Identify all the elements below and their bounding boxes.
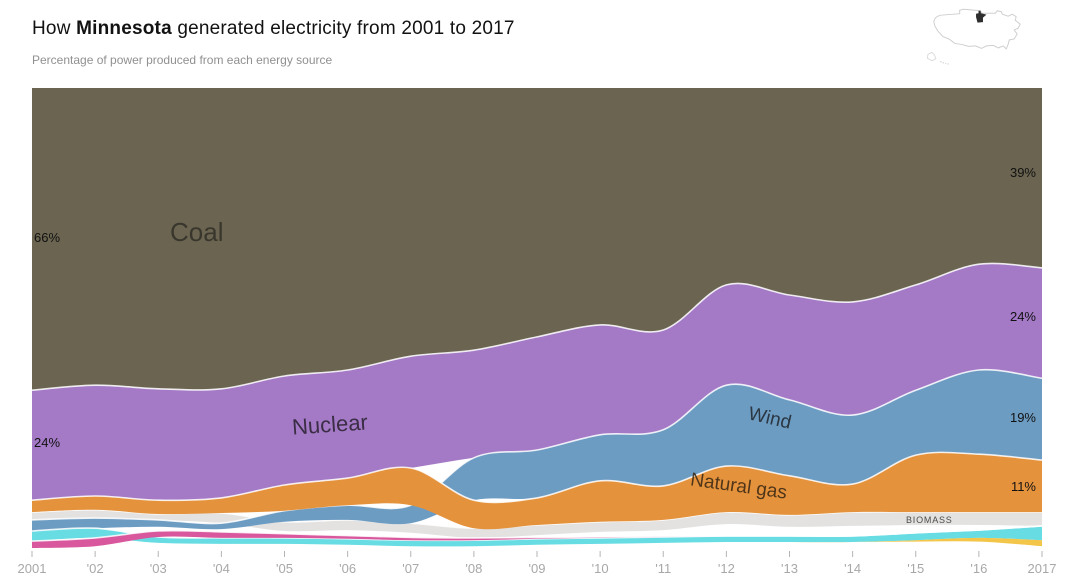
chart-title: How Minnesota generated electricity from… [32, 18, 515, 40]
area-unlabeled-pink-top-edge [31, 525, 1043, 542]
area-wind-top-edge [31, 368, 1043, 525]
area-natural-gas-top-edge [31, 451, 1043, 504]
area-unlabeled-teal [32, 525, 1042, 547]
area-unlabeled-pink [32, 525, 1042, 548]
biomass-area-label: BIOMASS [906, 515, 953, 525]
us-outline [933, 8, 1021, 50]
x-axis-tick-label: '15 [907, 561, 925, 576]
wind-end-value-label: 19% [1009, 410, 1036, 425]
x-axis-tick-label: '04 [212, 561, 230, 576]
x-axis-tick-label: '14 [844, 561, 862, 576]
chart-title-suffix: generated electricity from 2001 to 2017 [171, 18, 515, 39]
chart-title-state: Minnesota [76, 18, 172, 39]
x-axis-tick-label: '05 [276, 561, 293, 576]
area-natural-gas [32, 452, 1042, 530]
x-axis-tick-label: '09 [528, 561, 546, 576]
us-map-icon [927, 8, 1021, 65]
x-axis-tick-label: '16 [970, 561, 988, 576]
x-axis-tick-label: '02 [86, 561, 104, 576]
nuclear-end-value-label: 24% [1009, 309, 1036, 324]
nuclear-area-label: Nuclear [291, 409, 369, 440]
coal-area-label: Coal [170, 217, 224, 247]
area-coal [32, 88, 1042, 391]
minnesota-shape-icon [976, 10, 987, 23]
x-axis-tick-label: '07 [402, 561, 420, 576]
x-axis-ticks [31, 551, 1043, 557]
nuclear-start-value-label: 24% [34, 435, 61, 450]
chart-subtitle: Percentage of power produced from each e… [32, 53, 333, 67]
x-axis-tick-label: 2017 [1027, 561, 1057, 576]
coal-end-value-label: 39% [1009, 165, 1036, 180]
x-axis-tick-label: '12 [717, 561, 735, 576]
x-axis-tick-label: 2001 [17, 561, 47, 576]
x-axis-tick-label: '06 [339, 561, 357, 576]
alaska-icon [927, 51, 937, 62]
chart-title-prefix: How [32, 18, 77, 39]
coal-start-value-label: 66% [34, 230, 61, 245]
area-biomass [32, 509, 1042, 538]
x-axis-tick-label: '08 [465, 561, 483, 576]
area-nuclear-top-edge [31, 262, 1043, 391]
x-axis-tick-label: '11 [655, 561, 672, 576]
x-axis-tick-label: '03 [149, 561, 167, 576]
hawaii-icon [940, 60, 949, 65]
area-nuclear [32, 263, 1042, 501]
x-axis-tick-label: '13 [781, 561, 798, 576]
x-axis-tick-label: '10 [591, 561, 609, 576]
stream-areas [31, 88, 1043, 548]
area-unlabeled-yellow [32, 537, 1042, 547]
natural-gas-end-value-label: 11% [1010, 479, 1036, 494]
